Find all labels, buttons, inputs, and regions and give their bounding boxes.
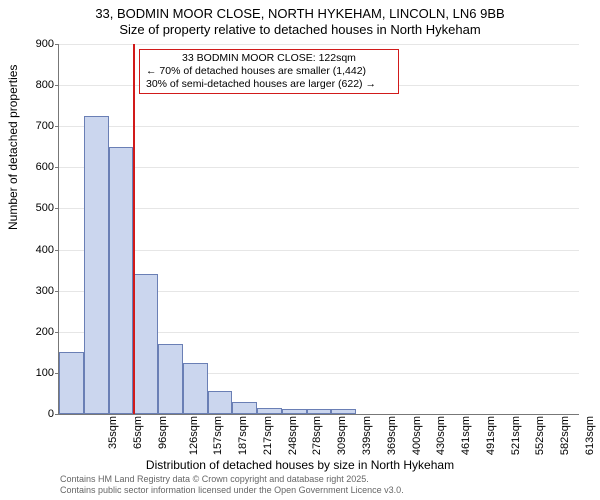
- y-tick-label: 600: [14, 161, 54, 173]
- marker-line: [133, 44, 135, 414]
- y-tick-label: 700: [14, 120, 54, 132]
- histogram-bar: [183, 363, 208, 414]
- y-tick-mark: [55, 208, 59, 209]
- histogram-bar: [158, 344, 183, 414]
- callout-line: ← 70% of detached houses are smaller (1,…: [146, 65, 392, 78]
- y-tick-mark: [55, 250, 59, 251]
- x-axis-label: Distribution of detached houses by size …: [0, 458, 600, 472]
- y-tick-label: 0: [14, 408, 54, 420]
- y-tick-label: 400: [14, 244, 54, 256]
- y-tick-label: 200: [14, 326, 54, 338]
- x-tick-label: 65sqm: [132, 416, 144, 449]
- y-tick-label: 100: [14, 367, 54, 379]
- y-tick-mark: [55, 332, 59, 333]
- attribution-line-1: Contains HM Land Registry data © Crown c…: [60, 474, 404, 485]
- x-axis-ticks: 35sqm 65sqm 96sqm 126sqm 157sqm 187sqm 217sqm 2…: [58, 414, 578, 464]
- x-tick-label: 96sqm: [157, 416, 169, 449]
- y-tick-mark: [55, 291, 59, 292]
- x-tick-label: 35sqm: [107, 416, 119, 449]
- y-tick-mark: [55, 44, 59, 45]
- chart-title: 33, BODMIN MOOR CLOSE, NORTH HYKEHAM, LI…: [0, 0, 600, 37]
- attribution-text: Contains HM Land Registry data © Crown c…: [60, 474, 404, 496]
- x-tick-label: 461sqm: [460, 416, 472, 455]
- y-tick-mark: [55, 85, 59, 86]
- x-tick-label: 521sqm: [510, 416, 522, 455]
- x-tick-label: 369sqm: [386, 416, 398, 455]
- y-tick-label: 500: [14, 202, 54, 214]
- histogram-bar: [59, 352, 84, 414]
- y-tick-mark: [55, 167, 59, 168]
- x-tick-label: 309sqm: [336, 416, 348, 455]
- y-tick-mark: [55, 126, 59, 127]
- title-line-1: 33, BODMIN MOOR CLOSE, NORTH HYKEHAM, LI…: [0, 6, 600, 22]
- x-tick-label: 400sqm: [411, 416, 423, 455]
- x-tick-label: 430sqm: [435, 416, 447, 455]
- x-tick-label: 157sqm: [213, 416, 225, 455]
- x-tick-label: 613sqm: [584, 416, 596, 455]
- x-tick-label: 187sqm: [237, 416, 249, 455]
- y-tick-label: 300: [14, 285, 54, 297]
- x-tick-label: 278sqm: [312, 416, 324, 455]
- chart-container: 33, BODMIN MOOR CLOSE, NORTH HYKEHAM, LI…: [0, 0, 600, 500]
- callout-line: 30% of semi-detached houses are larger (…: [146, 78, 392, 91]
- x-tick-label: 217sqm: [262, 416, 274, 455]
- histogram-bar: [208, 391, 233, 414]
- histogram-bar: [109, 147, 134, 414]
- title-line-2: Size of property relative to detached ho…: [0, 22, 600, 38]
- histogram-bar: [232, 402, 257, 414]
- gridline: [59, 44, 579, 45]
- gridline: [59, 208, 579, 209]
- gridline: [59, 250, 579, 251]
- x-tick-label: 582sqm: [559, 416, 571, 455]
- x-tick-label: 339sqm: [361, 416, 373, 455]
- plot-area: 33 BODMIN MOOR CLOSE: 122sqm← 70% of det…: [58, 44, 579, 415]
- y-tick-label: 900: [14, 38, 54, 50]
- y-tick-label: 800: [14, 79, 54, 91]
- x-tick-label: 491sqm: [485, 416, 497, 455]
- attribution-line-2: Contains public sector information licen…: [60, 485, 404, 496]
- x-tick-label: 248sqm: [287, 416, 299, 455]
- callout-line: 33 BODMIN MOOR CLOSE: 122sqm: [146, 52, 392, 65]
- histogram-bar: [133, 274, 158, 414]
- gridline: [59, 167, 579, 168]
- callout-box: 33 BODMIN MOOR CLOSE: 122sqm← 70% of det…: [139, 49, 399, 94]
- histogram-bar: [84, 116, 109, 414]
- x-tick-label: 126sqm: [188, 416, 200, 455]
- x-tick-label: 552sqm: [534, 416, 546, 455]
- gridline: [59, 126, 579, 127]
